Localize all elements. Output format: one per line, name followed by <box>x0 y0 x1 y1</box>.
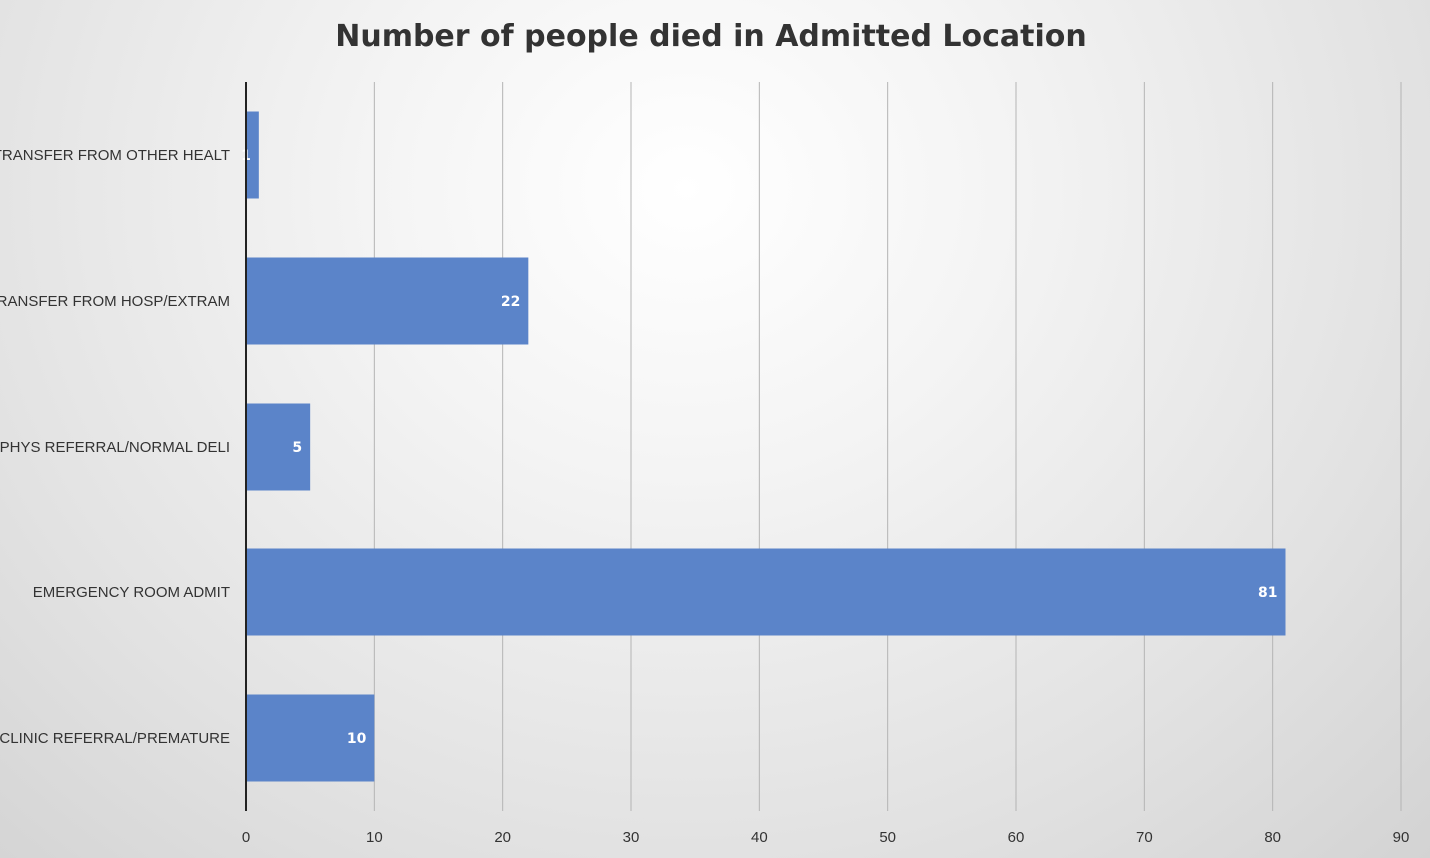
bar-5 <box>247 694 375 782</box>
data-label: 81 <box>1258 585 1277 601</box>
x-tick-label: 90 <box>1393 829 1410 846</box>
x-axis-tick-labels: 0 10 20 30 40 50 60 70 80 90 <box>242 829 1410 846</box>
x-tick-label: 60 <box>1008 829 1025 846</box>
chart-title: Number of people died in Admitted Locati… <box>335 19 1087 54</box>
category-labels: TRANSFER FROM OTHER HEALT TRANSFER FROM H… <box>0 147 230 747</box>
bar-1 <box>247 111 259 199</box>
x-tick-label: 0 <box>242 829 250 846</box>
bar-3 <box>247 403 311 491</box>
gridlines <box>373 82 1402 811</box>
bar-4 <box>247 548 1286 636</box>
category-label: EMERGENCY ROOM ADMIT <box>33 584 230 601</box>
x-tick-label: 30 <box>623 829 640 846</box>
x-tick-label: 40 <box>751 829 768 846</box>
data-label: 22 <box>501 294 520 310</box>
x-tick-label: 10 <box>366 829 383 846</box>
x-tick-label: 70 <box>1136 829 1153 846</box>
category-label: TRANSFER FROM OTHER HEALT <box>0 147 230 164</box>
category-label: CLINIC REFERRAL/PREMATURE <box>0 730 230 747</box>
x-tick-label: 20 <box>494 829 511 846</box>
category-label: PHYS REFERRAL/NORMAL DELI <box>0 439 230 456</box>
category-label: TRANSFER FROM HOSP/EXTRAM <box>0 293 230 310</box>
bars <box>247 111 1286 782</box>
bar-2 <box>247 257 529 345</box>
x-tick-label: 80 <box>1264 829 1281 846</box>
data-label: 5 <box>292 440 302 456</box>
x-tick-label: 50 <box>879 829 896 846</box>
data-label: 10 <box>347 731 367 747</box>
